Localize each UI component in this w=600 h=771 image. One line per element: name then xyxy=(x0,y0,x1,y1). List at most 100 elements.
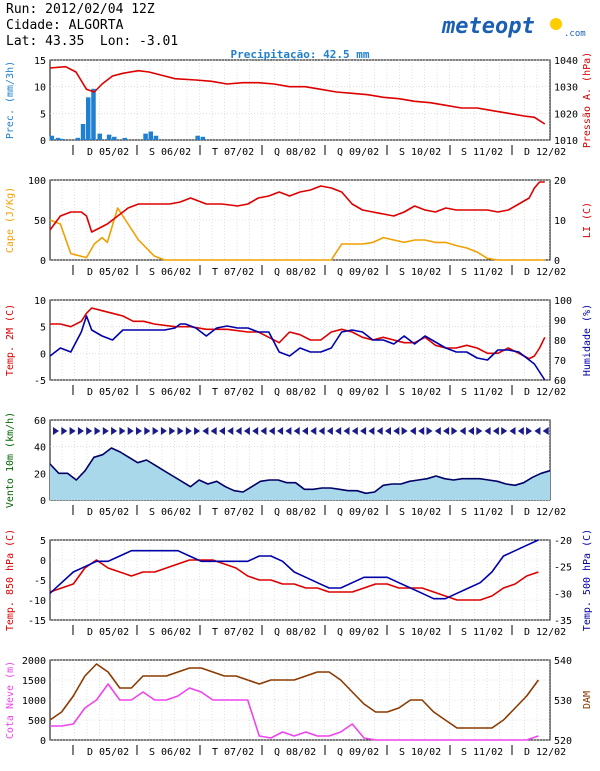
precip-bar xyxy=(112,136,117,140)
right-tick-label: -25 xyxy=(554,563,572,574)
right-axis-label: DAM xyxy=(582,691,593,709)
left-tick-label: 1000 xyxy=(22,696,46,707)
wind-arrow-icon xyxy=(335,427,342,435)
precip-bar xyxy=(55,137,61,140)
date-label: S 06/02 xyxy=(149,387,191,398)
wind-arrow-icon xyxy=(534,427,541,435)
temp2m-frame xyxy=(49,299,551,381)
right-tick-label: -30 xyxy=(554,589,572,600)
wind-arrow-icon xyxy=(476,427,483,435)
wind-arrow-icon xyxy=(53,427,59,435)
left-tick-label: 0 xyxy=(40,736,46,747)
wind-arrow-icon xyxy=(426,427,433,435)
date-label: D 05/02 xyxy=(87,147,129,158)
wind-arrow-icon xyxy=(61,427,68,435)
right-tick-label: 1010 xyxy=(554,136,578,147)
wind-arrow-icon xyxy=(509,427,516,435)
right-tick-label: 100 xyxy=(554,296,572,307)
wind-arrow-icon xyxy=(169,427,176,435)
wind-arrow-icon xyxy=(401,427,408,435)
run-header: Run: 2012/02/04 12Z Cidade: ALGORTA Lat:… xyxy=(6,2,178,50)
sun-icon xyxy=(550,18,562,30)
precip-bar xyxy=(143,133,148,140)
left-tick-label: -5 xyxy=(34,376,46,387)
right-tick-label: -35 xyxy=(554,616,572,627)
wind-arrow-icon xyxy=(393,427,400,435)
left-tick-label: 5 xyxy=(40,536,46,547)
wind-arrow-icon xyxy=(302,427,308,435)
left-tick-label: 0 xyxy=(40,349,46,360)
date-label: S 11/02 xyxy=(461,627,503,638)
wind-arrow-icon xyxy=(360,427,367,435)
precip-bar xyxy=(80,124,86,140)
wind-arrow-icon xyxy=(418,427,425,435)
precip-bar xyxy=(49,135,55,140)
date-label: Q 09/02 xyxy=(337,147,379,158)
right-tick-label: -20 xyxy=(554,536,572,547)
cape-series-1 xyxy=(49,181,545,233)
date-label: Q 09/02 xyxy=(337,627,379,638)
chart-title: Precipitação: 42.5 mm xyxy=(230,48,369,61)
left-tick-label: -10 xyxy=(28,596,46,607)
wind-arrow-icon xyxy=(501,427,508,435)
wind-arrow-icon xyxy=(492,427,499,435)
date-label: D 05/02 xyxy=(87,387,129,398)
wind-arrow-icon xyxy=(260,427,267,435)
right-tick-label: 1030 xyxy=(554,83,578,94)
left-tick-label: 0 xyxy=(40,556,46,567)
wind-arrow-icon xyxy=(318,427,325,435)
left-tick-label: 5 xyxy=(40,323,46,334)
wind-arrow-icon xyxy=(102,427,109,435)
precip-bar xyxy=(86,97,91,140)
date-label: Q 09/02 xyxy=(337,507,379,518)
date-label: S 11/02 xyxy=(461,147,503,158)
date-label: Q 08/02 xyxy=(274,387,316,398)
date-label: D 05/02 xyxy=(87,627,129,638)
right-axis-label: Humidade (%) xyxy=(582,304,593,376)
wind-arrow-icon xyxy=(227,427,234,435)
wind-arrow-icon xyxy=(459,427,466,435)
left-tick-label: 15 xyxy=(34,56,46,67)
wind-arrow-icon xyxy=(285,427,292,435)
wind-arrow-icon xyxy=(409,427,416,435)
date-label: D 12/02 xyxy=(524,147,566,158)
wind-arrow-icon xyxy=(343,427,350,435)
wind-arrow-icon xyxy=(468,427,474,435)
wind-arrow-icon xyxy=(385,427,391,435)
meteopt-logo[interactable]: meteopt .com xyxy=(440,6,590,44)
left-tick-label: 5 xyxy=(40,109,46,120)
left-axis-label: Cota Neve (m) xyxy=(5,661,16,739)
date-label: D 05/02 xyxy=(87,747,129,758)
precip-bar xyxy=(200,136,206,140)
wind-arrow-icon xyxy=(210,427,217,435)
date-label: S 10/02 xyxy=(399,507,441,518)
date-label: S 11/02 xyxy=(461,507,503,518)
precip-frame xyxy=(49,59,551,141)
date-label: D 12/02 xyxy=(524,627,566,638)
right-tick-label: 530 xyxy=(554,696,572,707)
wind-arrow-icon xyxy=(219,427,225,435)
date-label: S 10/02 xyxy=(399,387,441,398)
right-tick-label: 540 xyxy=(554,656,572,667)
temp850-series-1 xyxy=(49,539,539,600)
left-tick-label: 1500 xyxy=(22,676,46,687)
precip-bar xyxy=(148,131,154,140)
wind-arrow-icon xyxy=(484,427,491,435)
right-tick-label: 1040 xyxy=(554,56,578,67)
date-label: Q 09/02 xyxy=(337,387,379,398)
date-label: S 06/02 xyxy=(149,147,191,158)
wind-arrow-icon xyxy=(277,427,284,435)
date-label: S 10/02 xyxy=(399,747,441,758)
date-label: S 06/02 xyxy=(149,267,191,278)
wind-arrow-icon xyxy=(144,427,151,435)
date-label: D 05/02 xyxy=(87,507,129,518)
date-label: D 12/02 xyxy=(524,507,566,518)
wind-arrow-icon xyxy=(127,427,134,435)
date-label: T 07/02 xyxy=(212,507,254,518)
wind-arrow-icon xyxy=(160,427,167,435)
right-tick-label: 20 xyxy=(554,176,566,187)
precip-bar xyxy=(75,137,81,140)
left-axis-label: Cape (J/Kg) xyxy=(5,187,16,253)
date-label: S 06/02 xyxy=(149,627,191,638)
left-tick-label: 0 xyxy=(40,496,46,507)
